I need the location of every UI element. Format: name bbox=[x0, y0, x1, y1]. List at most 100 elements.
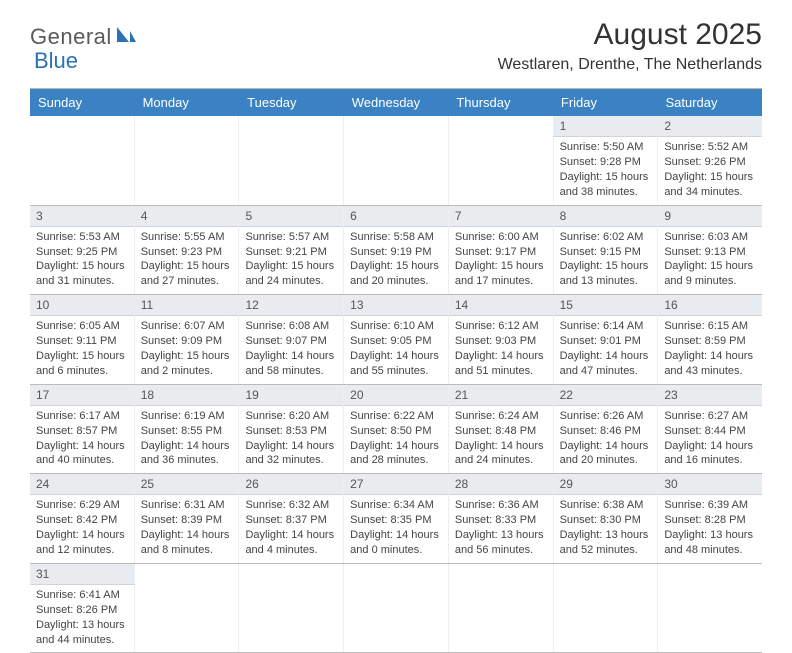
day-cell: 26Sunrise: 6:32 AMSunset: 8:37 PMDayligh… bbox=[239, 474, 344, 563]
day-number bbox=[344, 116, 448, 136]
sunrise-line: Sunrise: 6:08 AM bbox=[245, 319, 337, 334]
day-number: 29 bbox=[554, 474, 658, 495]
day-body: Sunrise: 6:24 AMSunset: 8:48 PMDaylight:… bbox=[449, 406, 553, 473]
daylight-line: Daylight: 14 hours and 32 minutes. bbox=[245, 439, 337, 469]
day-cell bbox=[239, 564, 344, 653]
day-body: Sunrise: 6:29 AMSunset: 8:42 PMDaylight:… bbox=[30, 495, 134, 562]
sunrise-line: Sunrise: 5:52 AM bbox=[664, 140, 756, 155]
sunrise-line: Sunrise: 6:41 AM bbox=[36, 588, 128, 603]
day-cell: 2Sunrise: 5:52 AMSunset: 9:26 PMDaylight… bbox=[658, 116, 762, 205]
daylight-line: Daylight: 15 hours and 34 minutes. bbox=[664, 170, 756, 200]
day-number: 1 bbox=[554, 116, 658, 137]
sunset-line: Sunset: 9:13 PM bbox=[664, 245, 756, 260]
day-cell: 24Sunrise: 6:29 AMSunset: 8:42 PMDayligh… bbox=[30, 474, 135, 563]
day-number: 2 bbox=[658, 116, 762, 137]
day-number: 21 bbox=[449, 385, 553, 406]
sunset-line: Sunset: 9:25 PM bbox=[36, 245, 128, 260]
weekday-monday: Monday bbox=[135, 89, 240, 116]
day-body: Sunrise: 6:20 AMSunset: 8:53 PMDaylight:… bbox=[239, 406, 343, 473]
sunset-line: Sunset: 9:19 PM bbox=[350, 245, 442, 260]
day-body: Sunrise: 6:32 AMSunset: 8:37 PMDaylight:… bbox=[239, 495, 343, 562]
day-cell: 9Sunrise: 6:03 AMSunset: 9:13 PMDaylight… bbox=[658, 206, 762, 295]
daylight-line: Daylight: 14 hours and 0 minutes. bbox=[350, 528, 442, 558]
day-body: Sunrise: 5:52 AMSunset: 9:26 PMDaylight:… bbox=[658, 137, 762, 204]
day-number: 19 bbox=[239, 385, 343, 406]
sunrise-line: Sunrise: 6:10 AM bbox=[350, 319, 442, 334]
day-number: 12 bbox=[239, 295, 343, 316]
day-number: 6 bbox=[344, 206, 448, 227]
day-number: 26 bbox=[239, 474, 343, 495]
day-number: 4 bbox=[135, 206, 239, 227]
day-number: 7 bbox=[449, 206, 553, 227]
day-body: Sunrise: 6:22 AMSunset: 8:50 PMDaylight:… bbox=[344, 406, 448, 473]
sunset-line: Sunset: 8:48 PM bbox=[455, 424, 547, 439]
day-cell: 11Sunrise: 6:07 AMSunset: 9:09 PMDayligh… bbox=[135, 295, 240, 384]
day-cell: 28Sunrise: 6:36 AMSunset: 8:33 PMDayligh… bbox=[449, 474, 554, 563]
week-row: 1Sunrise: 5:50 AMSunset: 9:28 PMDaylight… bbox=[30, 116, 762, 206]
sunrise-line: Sunrise: 6:05 AM bbox=[36, 319, 128, 334]
daylight-line: Daylight: 14 hours and 16 minutes. bbox=[664, 439, 756, 469]
logo-text-blue: Blue bbox=[34, 48, 78, 74]
sunset-line: Sunset: 8:33 PM bbox=[455, 513, 547, 528]
sunrise-line: Sunrise: 6:38 AM bbox=[560, 498, 652, 513]
day-cell: 3Sunrise: 5:53 AMSunset: 9:25 PMDaylight… bbox=[30, 206, 135, 295]
day-number: 27 bbox=[344, 474, 448, 495]
day-body: Sunrise: 6:10 AMSunset: 9:05 PMDaylight:… bbox=[344, 316, 448, 383]
day-cell bbox=[449, 564, 554, 653]
day-cell: 5Sunrise: 5:57 AMSunset: 9:21 PMDaylight… bbox=[239, 206, 344, 295]
sunset-line: Sunset: 9:01 PM bbox=[560, 334, 652, 349]
sunset-line: Sunset: 9:15 PM bbox=[560, 245, 652, 260]
sunset-line: Sunset: 9:03 PM bbox=[455, 334, 547, 349]
day-cell: 27Sunrise: 6:34 AMSunset: 8:35 PMDayligh… bbox=[344, 474, 449, 563]
weekday-saturday: Saturday bbox=[657, 89, 762, 116]
day-cell bbox=[239, 116, 344, 205]
daylight-line: Daylight: 14 hours and 24 minutes. bbox=[455, 439, 547, 469]
sunset-line: Sunset: 9:07 PM bbox=[245, 334, 337, 349]
day-cell: 31Sunrise: 6:41 AMSunset: 8:26 PMDayligh… bbox=[30, 564, 135, 653]
sunrise-line: Sunrise: 6:14 AM bbox=[560, 319, 652, 334]
day-number: 8 bbox=[554, 206, 658, 227]
day-cell bbox=[135, 116, 240, 205]
sunrise-line: Sunrise: 6:15 AM bbox=[664, 319, 756, 334]
daylight-line: Daylight: 14 hours and 4 minutes. bbox=[245, 528, 337, 558]
sunrise-line: Sunrise: 6:36 AM bbox=[455, 498, 547, 513]
day-number: 20 bbox=[344, 385, 448, 406]
day-body: Sunrise: 6:05 AMSunset: 9:11 PMDaylight:… bbox=[30, 316, 134, 383]
weekday-friday: Friday bbox=[553, 89, 658, 116]
daylight-line: Daylight: 14 hours and 20 minutes. bbox=[560, 439, 652, 469]
day-cell: 25Sunrise: 6:31 AMSunset: 8:39 PMDayligh… bbox=[135, 474, 240, 563]
day-cell: 1Sunrise: 5:50 AMSunset: 9:28 PMDaylight… bbox=[554, 116, 659, 205]
day-body: Sunrise: 5:55 AMSunset: 9:23 PMDaylight:… bbox=[135, 227, 239, 294]
sunrise-line: Sunrise: 6:34 AM bbox=[350, 498, 442, 513]
day-number bbox=[30, 116, 134, 136]
sunrise-line: Sunrise: 6:07 AM bbox=[141, 319, 233, 334]
sunset-line: Sunset: 8:39 PM bbox=[141, 513, 233, 528]
day-cell: 12Sunrise: 6:08 AMSunset: 9:07 PMDayligh… bbox=[239, 295, 344, 384]
daylight-line: Daylight: 14 hours and 12 minutes. bbox=[36, 528, 128, 558]
sunset-line: Sunset: 9:26 PM bbox=[664, 155, 756, 170]
day-body: Sunrise: 6:39 AMSunset: 8:28 PMDaylight:… bbox=[658, 495, 762, 562]
day-cell: 10Sunrise: 6:05 AMSunset: 9:11 PMDayligh… bbox=[30, 295, 135, 384]
sunrise-line: Sunrise: 6:27 AM bbox=[664, 409, 756, 424]
day-number bbox=[239, 564, 343, 584]
weekday-tuesday: Tuesday bbox=[239, 89, 344, 116]
day-number bbox=[135, 116, 239, 136]
daylight-line: Daylight: 13 hours and 56 minutes. bbox=[455, 528, 547, 558]
calendar: SundayMondayTuesdayWednesdayThursdayFrid… bbox=[30, 88, 762, 653]
day-body: Sunrise: 6:41 AMSunset: 8:26 PMDaylight:… bbox=[30, 585, 134, 652]
daylight-line: Daylight: 15 hours and 13 minutes. bbox=[560, 259, 652, 289]
sunset-line: Sunset: 9:05 PM bbox=[350, 334, 442, 349]
day-cell: 22Sunrise: 6:26 AMSunset: 8:46 PMDayligh… bbox=[554, 385, 659, 474]
day-body: Sunrise: 5:50 AMSunset: 9:28 PMDaylight:… bbox=[554, 137, 658, 204]
day-body: Sunrise: 6:31 AMSunset: 8:39 PMDaylight:… bbox=[135, 495, 239, 562]
day-body: Sunrise: 6:36 AMSunset: 8:33 PMDaylight:… bbox=[449, 495, 553, 562]
daylight-line: Daylight: 14 hours and 40 minutes. bbox=[36, 439, 128, 469]
daylight-line: Daylight: 14 hours and 36 minutes. bbox=[141, 439, 233, 469]
daylight-line: Daylight: 15 hours and 17 minutes. bbox=[455, 259, 547, 289]
day-number: 15 bbox=[554, 295, 658, 316]
day-cell: 6Sunrise: 5:58 AMSunset: 9:19 PMDaylight… bbox=[344, 206, 449, 295]
day-number bbox=[658, 564, 762, 584]
day-body: Sunrise: 6:27 AMSunset: 8:44 PMDaylight:… bbox=[658, 406, 762, 473]
day-cell: 17Sunrise: 6:17 AMSunset: 8:57 PMDayligh… bbox=[30, 385, 135, 474]
header: General August 2025 Westlaren, Drenthe, … bbox=[0, 0, 792, 82]
